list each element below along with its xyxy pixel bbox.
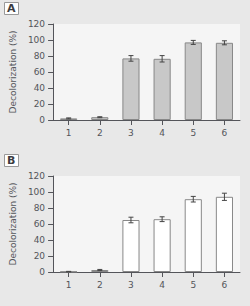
svg-text:1: 1 [66, 280, 72, 290]
svg-text:100: 100 [28, 187, 45, 197]
svg-text:80: 80 [34, 203, 46, 213]
svg-text:5: 5 [190, 280, 196, 290]
svg-text:Decolorization (%): Decolorization (%) [8, 30, 18, 113]
svg-text:6: 6 [222, 280, 228, 290]
svg-text:5: 5 [190, 128, 196, 138]
svg-text:100: 100 [28, 35, 45, 45]
svg-text:80: 80 [34, 51, 46, 61]
svg-text:4: 4 [159, 128, 165, 138]
svg-text:3: 3 [128, 128, 134, 138]
svg-text:1: 1 [66, 128, 72, 138]
svg-text:40: 40 [34, 83, 46, 93]
svg-text:20: 20 [34, 99, 46, 109]
svg-text:120: 120 [28, 171, 45, 181]
svg-text:2: 2 [97, 280, 103, 290]
svg-text:60: 60 [34, 219, 46, 229]
svg-text:0: 0 [39, 267, 45, 277]
svg-text:40: 40 [34, 235, 46, 245]
svg-text:A: A [7, 2, 16, 15]
svg-text:20: 20 [34, 251, 46, 261]
svg-text:B: B [7, 154, 15, 167]
svg-text:120: 120 [28, 19, 45, 29]
svg-text:3: 3 [128, 280, 134, 290]
svg-text:2: 2 [97, 128, 103, 138]
svg-text:60: 60 [34, 67, 46, 77]
svg-text:Decolorization (%): Decolorization (%) [8, 182, 18, 265]
svg-text:6: 6 [222, 128, 228, 138]
svg-text:4: 4 [159, 280, 165, 290]
svg-text:0: 0 [39, 115, 45, 125]
